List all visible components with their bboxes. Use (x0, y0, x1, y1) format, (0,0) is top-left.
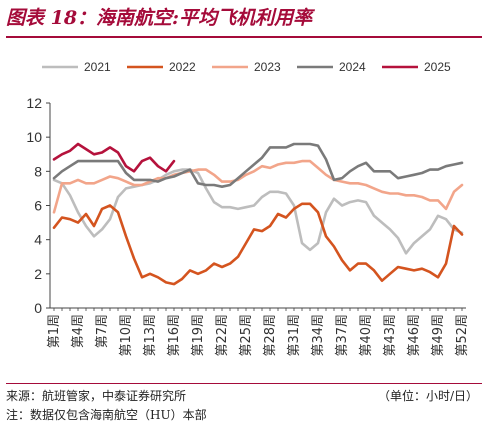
x-tick-label: 第19周 (191, 314, 206, 357)
x-tick-label: 第52周 (455, 314, 470, 357)
unit-text: （单位：小时/日） (377, 389, 478, 403)
y-tick-label: 6 (34, 198, 42, 214)
x-tick-label: 第1周 (47, 314, 62, 348)
x-tick-label: 第28周 (263, 314, 278, 357)
x-tick-label: 第7周 (95, 314, 110, 348)
title-divider (6, 36, 482, 38)
series-line-2022 (52, 202, 464, 286)
series-line-2021 (52, 168, 464, 255)
legend-label-2023: 2023 (254, 60, 281, 74)
line-chart: 2021 2022 2023 2024 2025 0 2 4 6 8 10 12 第1周 第4周 第7周… (26, 60, 470, 357)
series-line-2024 (52, 142, 464, 188)
y-tick-label: 4 (34, 232, 42, 248)
x-tick-label: 第40周 (359, 314, 374, 357)
x-tick-label: 第13周 (143, 314, 158, 357)
legend-label-2025: 2025 (424, 60, 451, 74)
y-tick-label: 10 (26, 129, 42, 145)
footer-divider (6, 383, 482, 384)
x-tick-label: 第37周 (335, 314, 350, 357)
legend-label-2021: 2021 (84, 60, 111, 74)
series-line-2025 (52, 142, 176, 173)
y-tick-label: 12 (26, 95, 42, 111)
y-axis: 0 2 4 6 8 10 12 (26, 95, 51, 316)
x-tick-label: 第4周 (71, 314, 86, 348)
x-tick-label: 第46周 (407, 314, 422, 357)
x-axis: 第1周 第4周 第7周 第10周 第13周 第16周 第19周 第22周 第25周 第28周 第31… (47, 307, 470, 357)
x-tick-label: 第34周 (311, 314, 326, 357)
legend-label-2024: 2024 (339, 60, 366, 74)
series-line-2023 (52, 159, 464, 214)
plot-area (52, 142, 464, 286)
y-tick-label: 0 (34, 300, 42, 316)
source-text: 来源：航班管家，中泰证券研究所 (6, 389, 187, 403)
x-tick-label: 第43周 (383, 314, 398, 357)
x-tick-label: 第22周 (215, 314, 230, 357)
y-tick-label: 2 (34, 266, 42, 282)
legend: 2021 2022 2023 2024 2025 (42, 60, 451, 74)
x-tick-label: 第49周 (431, 314, 446, 357)
x-tick-label: 第16周 (167, 314, 182, 357)
x-tick-label: 第10周 (119, 314, 134, 357)
x-tick-label: 第25周 (239, 314, 254, 357)
x-tick-label: 第31周 (287, 314, 302, 357)
legend-label-2022: 2022 (169, 60, 196, 74)
note-text: 注：数据仅包含海南航空（HU）本部 (6, 408, 207, 422)
chart-title: 图表 18：海南航空:平均飞机利用率 (6, 7, 313, 29)
y-tick-label: 8 (34, 163, 42, 179)
